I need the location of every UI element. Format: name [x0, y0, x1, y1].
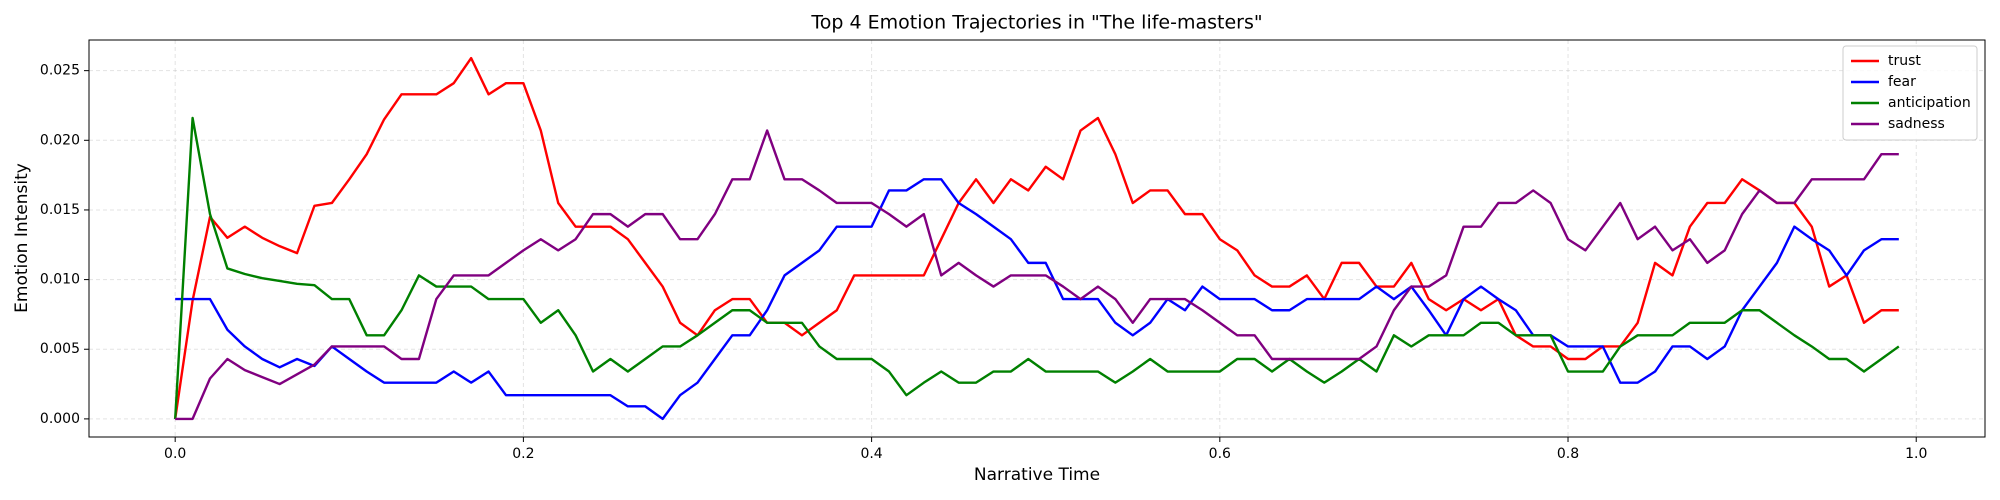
x-tick-label: 0.4 [860, 446, 882, 462]
x-tick-label: 0.6 [1209, 446, 1231, 462]
y-tick-label: 0.015 [40, 202, 80, 218]
x-tick-label: 0.2 [512, 446, 534, 462]
x-tick-label: 0.0 [164, 446, 186, 462]
legend-label: anticipation [1888, 95, 1971, 111]
x-tick-label: 1.0 [1905, 446, 1927, 462]
series-line [173, 56, 1899, 420]
y-tick-label: 0.000 [40, 411, 80, 427]
y-tick-label: 0.010 [40, 272, 80, 288]
x-tick-label: 0.8 [1557, 446, 1579, 462]
plot-frame [88, 39, 1986, 438]
y-axis-label: Emotion Intensity [12, 163, 32, 313]
legend-box [1842, 45, 1978, 141]
x-axis-label: Narrative Time [974, 465, 1100, 485]
legend-label: fear [1888, 74, 1916, 90]
y-tick-label: 0.025 [40, 63, 80, 79]
y-tick-label: 0.005 [40, 341, 80, 357]
legend-label: trust [1888, 53, 1921, 69]
legend: trust fear anticipation sadness [1842, 45, 1978, 141]
chart-title: Top 4 Emotion Trajectories in "The life-… [810, 12, 1262, 34]
legend-label: sadness [1888, 116, 1945, 132]
series-line [175, 178, 1899, 421]
series-line [173, 116, 1900, 419]
series-line [175, 129, 1899, 421]
y-tick-label: 0.020 [40, 132, 80, 148]
